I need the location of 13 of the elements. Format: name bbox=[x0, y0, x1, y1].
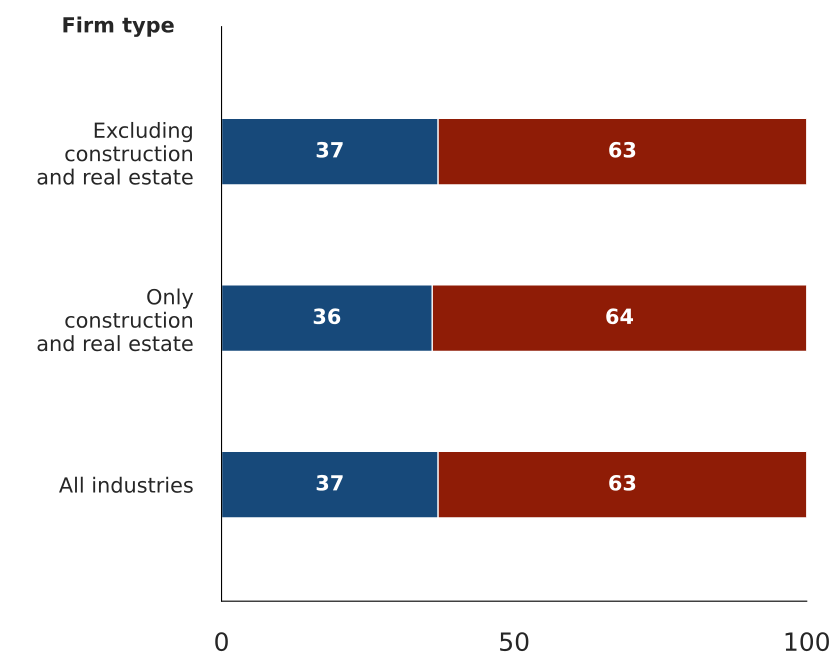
x-tick-label: 0 bbox=[215, 632, 228, 652]
y-tick-label: Excluding construction and real estate bbox=[38, 122, 193, 185]
data-label: 64 bbox=[606, 308, 634, 324]
y-tick-label: All industries bbox=[59, 476, 193, 493]
data-label: 63 bbox=[609, 474, 636, 491]
x-tick-label: 50 bbox=[500, 632, 528, 652]
data-label: 36 bbox=[314, 308, 340, 324]
y-tick-label: Only construction and real estate bbox=[38, 288, 194, 352]
data-label: 37 bbox=[316, 142, 343, 158]
x-tick-label: 100 bbox=[786, 632, 829, 652]
data-label: 37 bbox=[316, 474, 343, 491]
data-label: 63 bbox=[609, 142, 636, 158]
y-axis-title: Firm type bbox=[63, 16, 174, 37]
